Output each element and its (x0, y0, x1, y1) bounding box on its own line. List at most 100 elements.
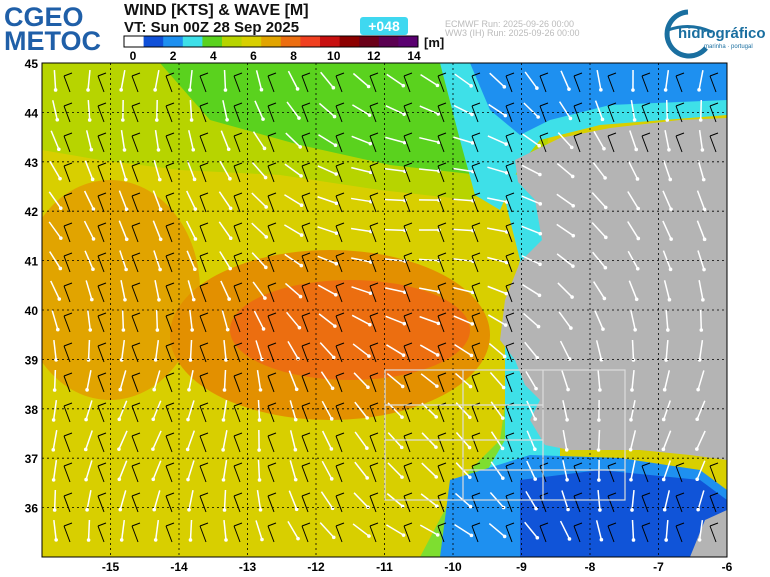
wind-barb (369, 195, 377, 213)
wind-arrow-head (155, 118, 159, 122)
wind-barb (437, 165, 445, 183)
wind-arrow-head (228, 206, 233, 211)
wind-barb (641, 462, 651, 467)
wind-barb (267, 492, 277, 497)
wind-barb (165, 222, 175, 227)
wind-arrow (454, 343, 472, 357)
wind-arrow (420, 73, 438, 87)
wind-barb (437, 315, 445, 333)
wind-barb (199, 495, 207, 513)
wind-barb (369, 222, 379, 227)
lon-tick-label: -7 (653, 560, 664, 574)
wind-barb (369, 315, 377, 333)
wind-arrow-head (122, 148, 127, 152)
wind-arrow (591, 222, 607, 238)
wind-barb (63, 75, 71, 93)
wind-barb (539, 495, 547, 513)
wind-arrow-head (152, 387, 157, 392)
wind-barb (267, 465, 275, 483)
wind-arrow (351, 166, 371, 174)
wind-arrow (630, 100, 636, 120)
wind-arrow-head (599, 88, 603, 92)
wind-barb (301, 132, 311, 137)
wind-barb (63, 525, 71, 543)
wind-barb (233, 192, 243, 197)
wind-arrow-head (329, 477, 334, 481)
wind-arrow-head (225, 327, 230, 332)
wind-barb (335, 372, 345, 377)
wind-barb (369, 162, 379, 167)
wind-barb (301, 282, 311, 287)
wind-barb (335, 252, 345, 257)
wind-barb (63, 195, 71, 213)
wind-arrow-head (533, 447, 537, 452)
wind-barb (369, 225, 377, 243)
lon-tick-label: -9 (516, 560, 527, 574)
wind-arrow (521, 195, 541, 205)
wind-arrow (48, 221, 62, 239)
wind-arrow-head (118, 387, 123, 392)
wind-barb (63, 285, 71, 303)
wind-arrow-head (153, 88, 157, 92)
wind-arrow (489, 72, 505, 88)
grid (42, 63, 727, 557)
wind-barb (539, 462, 549, 467)
wind-arrow (663, 460, 671, 480)
wind-barb (505, 135, 513, 153)
wind-arrow (251, 192, 267, 208)
wind-barb (437, 312, 447, 317)
wind-barb (63, 105, 71, 123)
wind-arrow-head (664, 358, 668, 362)
wind-barb (301, 225, 309, 243)
wind-barb (471, 432, 481, 437)
wind-arrow (385, 287, 405, 293)
wind-barb (335, 255, 343, 273)
wind-arrow-head (85, 388, 89, 392)
wind-arrow-head (603, 176, 607, 180)
wind-barb (505, 165, 513, 183)
wind-arrow-head (334, 231, 339, 235)
wind-arrow-head (124, 267, 128, 272)
wind-barb (233, 312, 243, 317)
wind-barb (97, 102, 107, 107)
wind-arrow (52, 399, 58, 421)
wind-arrow-head (468, 384, 473, 389)
wind-barb (63, 312, 73, 317)
colorbar-swatch (359, 36, 380, 47)
wind-arrow-head (597, 418, 601, 422)
colorbar-swatch (261, 36, 282, 47)
wind-barb (63, 255, 71, 273)
wind-barb (335, 462, 345, 467)
wind-barb (199, 522, 209, 527)
wind-barb (131, 195, 139, 213)
wind-barb (267, 135, 275, 153)
wind-barb (97, 132, 107, 137)
wind-arrow (120, 280, 126, 300)
wind-arrow-head (435, 83, 440, 88)
wind-arrow (52, 459, 58, 481)
wind-barb (471, 462, 481, 467)
wind-arrow-head (151, 447, 155, 451)
wind-arrow (255, 70, 263, 90)
colorbar-frame (123, 35, 419, 48)
wind-barb (709, 135, 717, 153)
wind-arrow (118, 460, 128, 480)
wind-arrow (256, 490, 262, 510)
wind-barb (505, 372, 515, 377)
wind-barb (97, 255, 105, 273)
wind-barb (301, 135, 309, 153)
wind-barb (403, 522, 413, 527)
wind-barb (97, 432, 107, 437)
wind-barb (437, 132, 447, 137)
wind-arrow-head (599, 537, 604, 542)
wind-arrow-head (59, 236, 63, 240)
wind-barb (165, 75, 173, 93)
run-ecmwf: ECMWF Run: 2025-09-26 00:00 (445, 19, 574, 29)
wind-arrow-head (469, 353, 474, 358)
wind-arrow-head (571, 233, 576, 238)
wind-arrow (119, 370, 127, 390)
wind-barb (471, 495, 479, 513)
wind-barb (267, 285, 275, 303)
wind-barb (301, 102, 311, 107)
wind-barb (233, 495, 241, 513)
